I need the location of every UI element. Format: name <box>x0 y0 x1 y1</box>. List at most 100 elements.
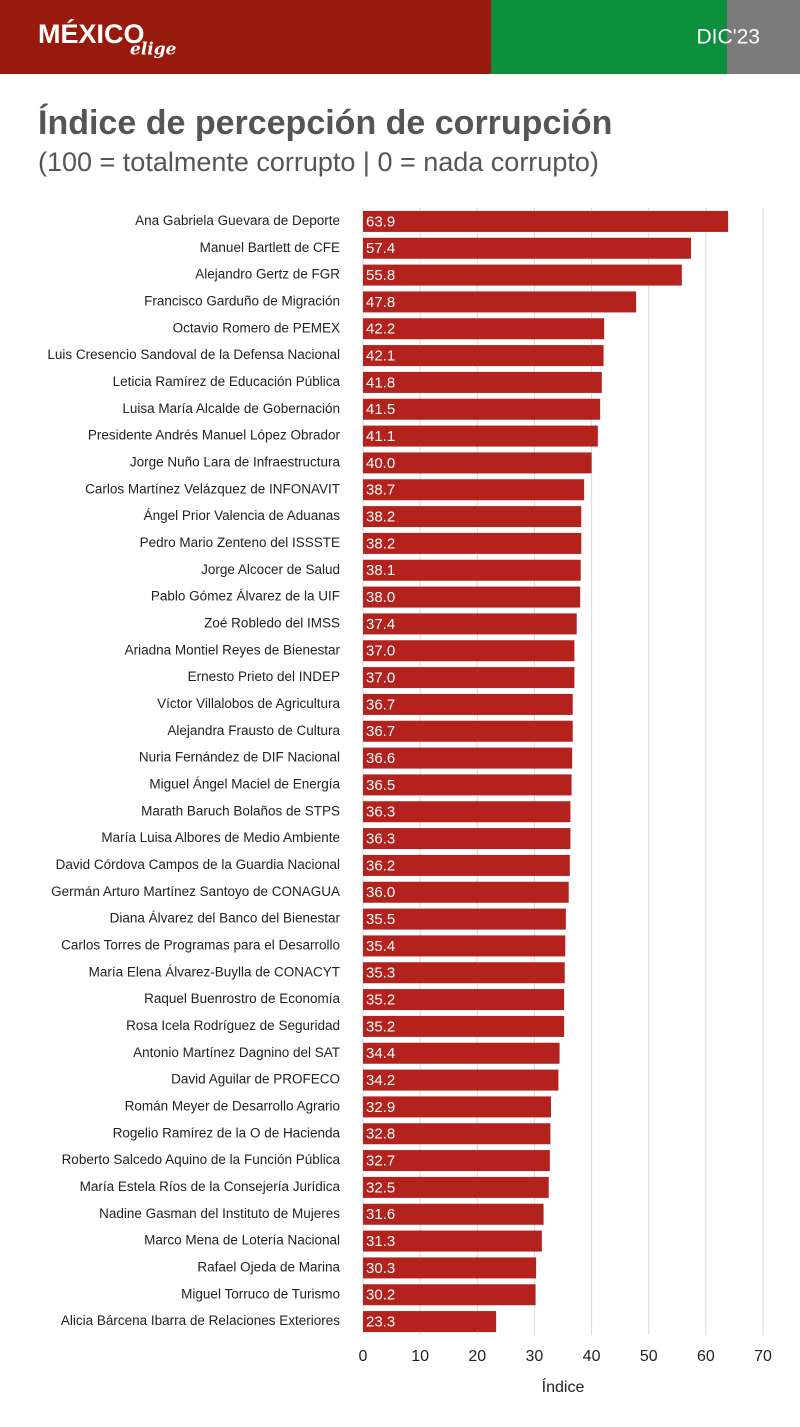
category-label: David Aguilar de PROFECO <box>171 1072 340 1087</box>
value-label: 32.8 <box>366 1126 395 1143</box>
bar <box>363 1042 560 1064</box>
bar <box>363 720 573 742</box>
bar <box>363 693 573 715</box>
category-label: Alicia Bárcena Ibarra de Relaciones Exte… <box>61 1313 340 1328</box>
bar <box>363 345 604 367</box>
bar <box>363 210 729 232</box>
category-label: Octavio Romero de PEMEX <box>173 320 340 335</box>
bar <box>363 1069 559 1091</box>
category-label: Antonio Martínez Dagnino del SAT <box>133 1045 340 1060</box>
value-label: 36.3 <box>366 804 395 821</box>
category-label: David Córdova Campos de la Guardia Nacio… <box>56 857 340 872</box>
category-label: Ana Gabriela Guevara de Deporte <box>135 213 340 228</box>
value-label: 31.3 <box>366 1233 395 1250</box>
category-label: Víctor Villalobos de Agricultura <box>157 696 340 711</box>
bar <box>363 908 566 930</box>
bar <box>363 1150 550 1172</box>
value-label: 41.5 <box>366 401 395 418</box>
value-label: 36.2 <box>366 857 395 874</box>
category-label: Francisco Garduño de Migración <box>144 293 340 308</box>
category-label: Diana Álvarez del Banco del Bienestar <box>110 911 341 926</box>
bar <box>363 398 601 420</box>
value-label: 38.0 <box>366 589 395 606</box>
value-label: 41.1 <box>366 428 395 445</box>
bar <box>363 989 565 1011</box>
value-label: 35.2 <box>366 1018 395 1035</box>
value-label: 47.8 <box>366 294 395 311</box>
category-label: María Elena Álvarez-Buylla de CONACYT <box>89 964 340 979</box>
category-label: Roberto Salcedo Aquino de la Función Púb… <box>62 1152 341 1167</box>
bar <box>363 1096 551 1118</box>
bar <box>363 935 566 957</box>
header-red <box>0 0 491 74</box>
category-label: Carlos Torres de Programas para el Desar… <box>61 937 340 952</box>
category-label: Carlos Martínez Velázquez de INFONAVIT <box>85 481 340 496</box>
value-label: 40.0 <box>366 455 395 472</box>
category-label: Pablo Gómez Álvarez de la UIF <box>151 589 340 604</box>
x-tick-label: 20 <box>468 1348 486 1365</box>
value-label: 31.6 <box>366 1206 395 1223</box>
category-label: Nuria Fernández de DIF Nacional <box>139 750 340 765</box>
bar <box>363 318 605 340</box>
category-label: Raquel Buenrostro de Economía <box>144 991 340 1006</box>
category-label: Román Meyer de Desarrollo Agrario <box>125 1098 340 1113</box>
value-label: 36.0 <box>366 884 395 901</box>
x-tick-label: 0 <box>359 1348 368 1365</box>
value-label: 35.2 <box>366 992 395 1009</box>
logo: MÉXICO <box>38 18 145 49</box>
category-label: Ángel Prior Valencia de Aduanas <box>144 508 341 523</box>
bar <box>363 452 592 474</box>
category-label: Miguel Torruco de Turismo <box>181 1286 340 1301</box>
category-label: Rosa Icela Rodríguez de Seguridad <box>126 1018 340 1033</box>
category-label: Alejandra Frausto de Cultura <box>167 723 340 738</box>
bar <box>363 667 575 689</box>
x-tick-label: 10 <box>411 1348 429 1365</box>
category-label: Germán Arturo Martínez Santoyo de CONAGU… <box>51 884 340 899</box>
chart-title: Índice de percepción de corrupción <box>38 104 612 142</box>
value-label: 42.2 <box>366 321 395 338</box>
value-label: 23.3 <box>366 1314 395 1331</box>
value-label: 30.2 <box>366 1287 395 1304</box>
bar <box>363 1123 551 1145</box>
value-label: 34.4 <box>366 1045 395 1062</box>
value-label: 41.8 <box>366 374 395 391</box>
bar <box>363 801 571 823</box>
value-label: 42.1 <box>366 348 395 365</box>
date: DIC'23 <box>696 26 760 49</box>
category-label: Rafael Ojeda de Marina <box>197 1259 340 1274</box>
bar <box>363 962 565 984</box>
bar <box>363 291 637 313</box>
bar <box>363 1230 542 1252</box>
bar <box>363 371 602 393</box>
category-label: Leticia Ramírez de Educación Pública <box>113 374 341 389</box>
value-label: 38.1 <box>366 562 395 579</box>
bar <box>363 1015 565 1037</box>
value-label: 36.5 <box>366 777 395 794</box>
category-label: Jorge Alcocer de Salud <box>201 562 340 577</box>
category-label: Alejandro Gertz de FGR <box>195 267 340 282</box>
category-label: Zoé Robledo del IMSS <box>204 615 340 630</box>
bar <box>363 881 569 903</box>
value-label: 37.0 <box>366 643 395 660</box>
bar <box>363 237 691 259</box>
value-label: 55.8 <box>366 267 395 284</box>
category-label: Manuel Bartlett de CFE <box>200 240 340 255</box>
x-tick-label: 70 <box>754 1348 772 1365</box>
logo-sub: elige <box>130 40 177 60</box>
value-label: 32.9 <box>366 1099 395 1116</box>
value-label: 38.2 <box>366 535 395 552</box>
category-label: Pedro Mario Zenteno del ISSSTE <box>140 535 340 550</box>
value-label: 32.7 <box>366 1153 395 1170</box>
bar <box>363 613 577 635</box>
bar <box>363 425 598 447</box>
value-label: 36.7 <box>366 723 395 740</box>
value-label: 35.3 <box>366 965 395 982</box>
x-tick-label: 60 <box>697 1348 715 1365</box>
bar <box>363 774 572 796</box>
x-tick-label: 50 <box>640 1348 658 1365</box>
category-label: Luisa María Alcalde de Gobernación <box>122 401 340 416</box>
value-label: 36.3 <box>366 831 395 848</box>
value-label: 35.5 <box>366 911 395 928</box>
bar <box>363 586 581 608</box>
